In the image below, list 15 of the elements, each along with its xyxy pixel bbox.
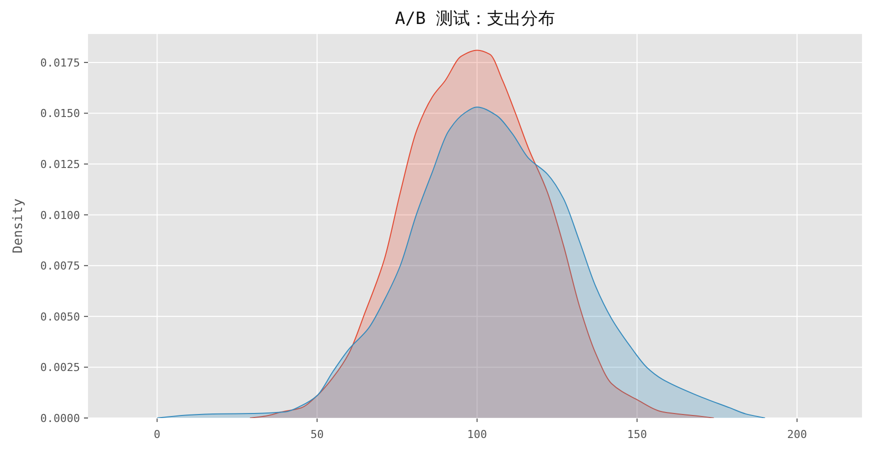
y-tick-label: 0.0050 [40,310,80,324]
y-tick-label: 0.0125 [40,158,80,172]
y-axis-title: Density [11,198,26,254]
x-tick-label: 0 [154,428,160,441]
y-tick-label: 0.0175 [40,56,80,70]
chart-title: A/B 测试：支出分布 [395,9,555,29]
y-tick-label: 0.0100 [40,208,80,222]
y-tick-label: 0.0075 [40,260,80,273]
x-tick-label: 200 [787,428,807,441]
x-tick-label: 100 [467,428,488,441]
x-tick-label: 50 [310,428,324,441]
x-tick-label: 150 [627,428,647,441]
y-tick-label: 0.0000 [40,412,80,425]
y-tick-label: 0.0025 [40,361,80,374]
y-tick-label: 0.0150 [40,107,80,120]
